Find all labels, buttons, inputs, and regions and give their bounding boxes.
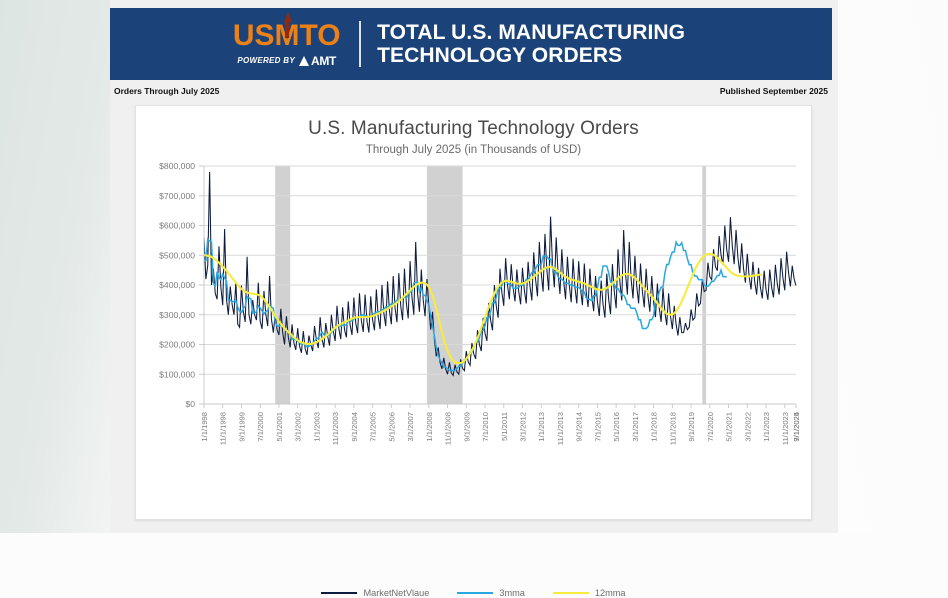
svg-text:5/1/2021: 5/1/2021 bbox=[725, 412, 734, 442]
legend-swatch bbox=[321, 591, 358, 595]
svg-text:7/1/2010: 7/1/2010 bbox=[481, 412, 490, 442]
svg-text:1/1/2023: 1/1/2023 bbox=[762, 412, 771, 442]
svg-text:7/1/2025: 7/1/2025 bbox=[792, 412, 801, 442]
powered-by-block: POWERED BY AMT bbox=[237, 54, 336, 68]
slide-surface: USMTO POWERED BY AMT TOTAL U.S. MANUFACT… bbox=[110, 0, 838, 598]
amt-triangle-icon bbox=[299, 55, 309, 66]
svg-text:$0: $0 bbox=[185, 399, 195, 409]
svg-text:1/1/1998: 1/1/1998 bbox=[200, 412, 209, 442]
svg-text:3/1/2022: 3/1/2022 bbox=[743, 412, 752, 442]
legend-item: 12mma bbox=[552, 588, 626, 598]
svg-text:9/1/2019: 9/1/2019 bbox=[687, 412, 696, 442]
usmto-logo: USMTO POWERED BY AMT bbox=[220, 11, 353, 68]
svg-text:$500,000: $500,000 bbox=[159, 250, 195, 260]
svg-text:5/1/2001: 5/1/2001 bbox=[275, 412, 284, 442]
chart-svg: $800,000 $700,000 $600,000 $500,000 $400,000… bbox=[159, 161, 801, 445]
svg-text:9/1/2014: 9/1/2014 bbox=[575, 412, 584, 442]
legend-label: MarketNetVlaue bbox=[363, 588, 430, 598]
svg-text:9/1/2004: 9/1/2004 bbox=[350, 412, 359, 442]
usmto-wordmark: USMTO bbox=[232, 11, 341, 52]
svg-text:3/1/2017: 3/1/2017 bbox=[631, 412, 640, 442]
svg-text:1/1/2008: 1/1/2008 bbox=[425, 412, 434, 442]
svg-text:$700,000: $700,000 bbox=[159, 191, 195, 201]
svg-text:3/1/2002: 3/1/2002 bbox=[294, 412, 303, 442]
svg-text:5/1/2016: 5/1/2016 bbox=[612, 412, 621, 442]
chart-title: U.S. Manufacturing Technology Orders bbox=[308, 118, 639, 139]
svg-text:$800,000: $800,000 bbox=[159, 161, 195, 171]
legend-swatch bbox=[552, 591, 589, 595]
svg-text:$600,000: $600,000 bbox=[159, 221, 195, 231]
svg-text:7/1/2000: 7/1/2000 bbox=[256, 412, 265, 442]
usmto-letters-us: US bbox=[232, 18, 275, 52]
svg-text:7/1/2005: 7/1/2005 bbox=[369, 412, 378, 442]
svg-text:11/1/2003: 11/1/2003 bbox=[331, 412, 340, 445]
legend-item: 3mma bbox=[457, 588, 525, 598]
y-axis-labels: $800,000 $700,000 $600,000 $500,000 $400,000… bbox=[159, 161, 195, 409]
svg-text:$300,000: $300,000 bbox=[159, 310, 195, 320]
banner-divider bbox=[359, 21, 362, 67]
svg-text:9/1/2024: 9/1/2024 bbox=[792, 412, 801, 442]
svg-text:11/1/2018: 11/1/2018 bbox=[668, 412, 677, 445]
orders-through-label: Orders Through July 2025 bbox=[114, 86, 220, 96]
svg-text:1/1/2018: 1/1/2018 bbox=[650, 412, 659, 442]
svg-text:11/1/2013: 11/1/2013 bbox=[556, 412, 565, 445]
svg-text:7/1/2015: 7/1/2015 bbox=[593, 412, 602, 442]
subheader-row: Orders Through July 2025 Published Septe… bbox=[110, 84, 832, 98]
legend-label: 3mma bbox=[499, 588, 525, 598]
svg-text:11/1/2008: 11/1/2008 bbox=[444, 412, 453, 445]
svg-text:9/1/2009: 9/1/2009 bbox=[462, 412, 471, 442]
legend-label: 12mma bbox=[594, 588, 626, 598]
legend-item: MarketNetVlaue bbox=[321, 588, 429, 598]
svg-text:3/1/2012: 3/1/2012 bbox=[518, 412, 527, 442]
legend-swatch bbox=[457, 591, 494, 595]
banner-title: TOTAL U.S. MANUFACTURING TECHNOLOGY ORDE… bbox=[377, 20, 686, 67]
right-background-wash bbox=[838, 0, 948, 533]
x-axis-labels: 1/1/1998 11/1/1998 9/1/1999 7/1/2000 5/1/200… bbox=[200, 404, 801, 445]
svg-text:$400,000: $400,000 bbox=[159, 280, 195, 290]
powered-by-label: POWERED BY bbox=[237, 56, 295, 65]
amt-logo: AMT bbox=[299, 54, 336, 68]
svg-text:5/1/2006: 5/1/2006 bbox=[387, 412, 396, 442]
svg-text:$200,000: $200,000 bbox=[159, 340, 195, 350]
svg-text:$100,000: $100,000 bbox=[159, 369, 195, 379]
data-series bbox=[203, 171, 797, 377]
axis-lines bbox=[203, 166, 796, 405]
header-banner: USMTO POWERED BY AMT TOTAL U.S. MANUFACT… bbox=[110, 8, 832, 80]
svg-text:7/1/2020: 7/1/2020 bbox=[706, 412, 715, 442]
svg-text:11/1/1998: 11/1/1998 bbox=[219, 412, 228, 445]
svg-text:1/1/2013: 1/1/2013 bbox=[537, 412, 546, 442]
plot-area: $800,000 $700,000 $600,000 $500,000 $400,000… bbox=[136, 156, 811, 511]
chart-card: U.S. Manufacturing Technology Orders Thr… bbox=[135, 105, 812, 598]
published-label: Published September 2025 bbox=[719, 86, 828, 96]
usmto-arrow-m-icon: M bbox=[275, 11, 300, 51]
usmto-letters-to: TO bbox=[299, 18, 341, 52]
chart-subtitle: Through July 2025 (in Thousands of USD) bbox=[365, 144, 582, 156]
svg-text:5/1/2011: 5/1/2011 bbox=[500, 412, 509, 441]
svg-text:11/1/2023: 11/1/2023 bbox=[781, 412, 790, 445]
svg-text:3/1/2007: 3/1/2007 bbox=[406, 412, 415, 442]
svg-text:1/1/2003: 1/1/2003 bbox=[312, 412, 321, 442]
chart-legend: MarketNetVlaue 3mma 12mma bbox=[136, 588, 811, 598]
amt-label: AMT bbox=[311, 53, 337, 68]
left-background-wash bbox=[0, 0, 110, 533]
svg-text:9/1/1999: 9/1/1999 bbox=[237, 412, 246, 442]
